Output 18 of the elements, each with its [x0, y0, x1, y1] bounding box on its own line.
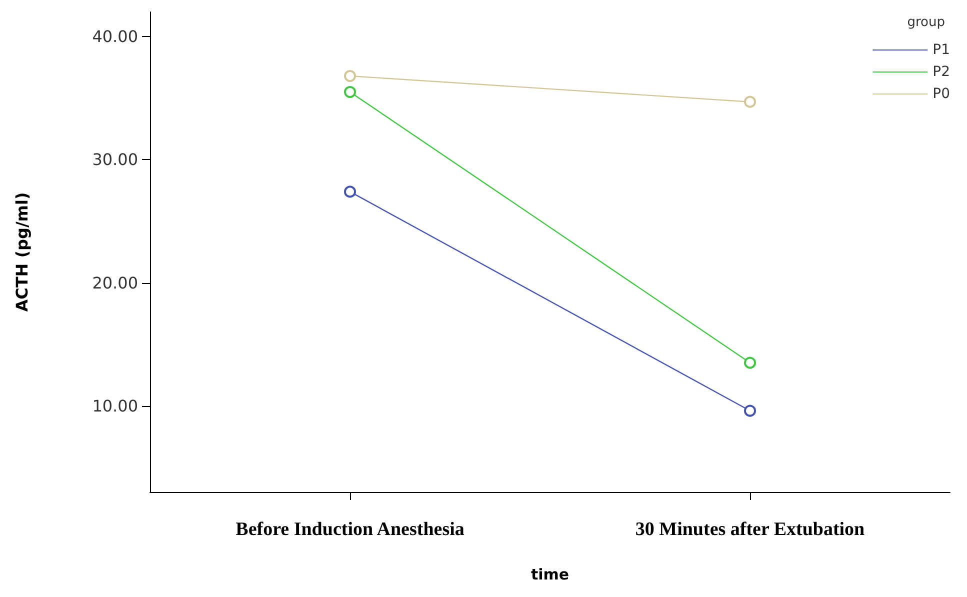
- x-tick-label: Before Induction Anesthesia: [236, 519, 465, 540]
- point: [744, 96, 756, 108]
- legend-label: P2: [932, 64, 950, 80]
- legend-title: group: [907, 15, 946, 30]
- y-tick-label: 10.00: [92, 396, 138, 416]
- y-axis-title: ACTH (pg/ml): [12, 192, 32, 312]
- legend-label: P0: [932, 86, 950, 102]
- point: [744, 404, 756, 417]
- legend-label: P1: [932, 42, 950, 58]
- point: [344, 186, 356, 198]
- y-tick-label: 20.00: [92, 273, 138, 292]
- y-tick-label: 40.00: [92, 27, 138, 46]
- x-axis-title: time: [530, 566, 570, 584]
- x-tick-label: 30 Minutes after Extubation: [635, 519, 866, 540]
- point: [744, 356, 756, 369]
- point: [344, 70, 356, 82]
- point: [344, 86, 356, 98]
- y-tick-label: 30.00: [92, 150, 138, 170]
